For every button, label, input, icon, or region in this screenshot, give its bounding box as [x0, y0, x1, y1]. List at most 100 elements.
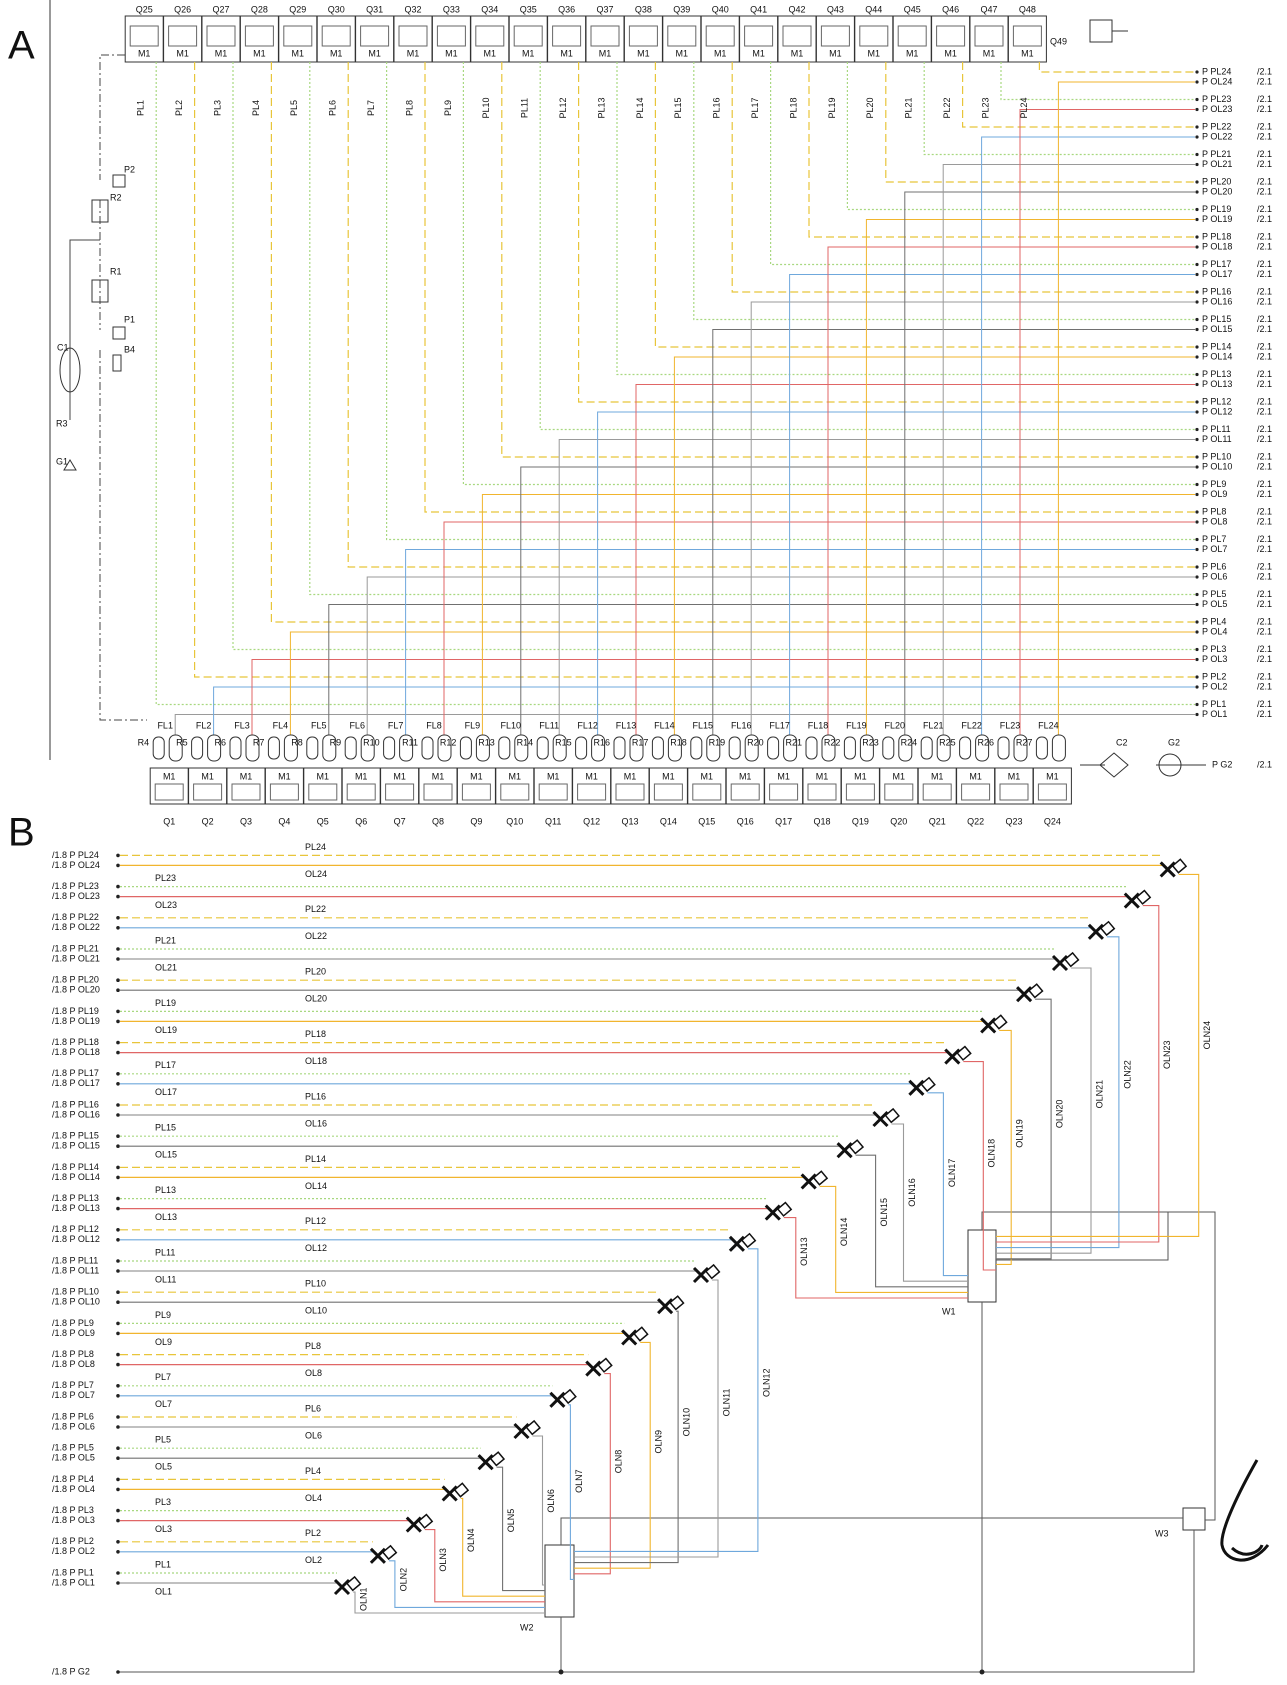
- ref-label: /2.1: [1257, 379, 1272, 389]
- bottom-valve-label: Q5: [317, 816, 329, 826]
- ol-line: [558, 439, 1195, 735]
- r-label: R17: [632, 737, 649, 747]
- top-valve-label: Q45: [904, 4, 921, 14]
- r-label: R20: [747, 737, 764, 747]
- right-label: P PL4: [1202, 616, 1226, 626]
- valve-body: [500, 783, 530, 801]
- pl-line: [386, 62, 1195, 541]
- terminal: [116, 884, 120, 889]
- line-label: OL3: [155, 1524, 172, 1534]
- terminal: [116, 1456, 120, 1460]
- fl-label: FL11: [539, 720, 559, 730]
- valve-tag: M1: [215, 48, 228, 58]
- terminal: [116, 1571, 120, 1575]
- valve-x: [549, 1391, 566, 1408]
- valve-x: [872, 1110, 889, 1128]
- terminal: [1195, 675, 1199, 679]
- pl-line: [770, 62, 1195, 266]
- line-label: PL14: [305, 1154, 326, 1164]
- terminal: [1195, 107, 1199, 112]
- valve-body: [360, 25, 390, 47]
- top-valve: [1007, 15, 1047, 63]
- cylinder: [706, 734, 721, 762]
- valve-block: [920, 1076, 936, 1093]
- right-label: P PL12: [1202, 396, 1231, 406]
- bottom-valve-label: Q10: [506, 816, 523, 826]
- ref-label: /2.1: [1257, 149, 1272, 159]
- left-label: /1.8 P PL17: [52, 1068, 99, 1078]
- ref-label: /2.1: [1257, 451, 1272, 461]
- valve-tag: M1: [868, 48, 881, 58]
- oln-label: OLN23: [1162, 1041, 1172, 1070]
- valve-body: [820, 25, 850, 47]
- cylinder: [1035, 736, 1048, 760]
- valve-body: [154, 783, 184, 801]
- cylinder: [383, 736, 396, 760]
- valve-tag: M1: [662, 771, 675, 781]
- line-label: OL12: [305, 1243, 327, 1253]
- valve-tag: M1: [484, 48, 497, 58]
- line-label: PL11: [155, 1247, 175, 1257]
- valve-tag: M1: [317, 771, 330, 781]
- ref-label: /2.1: [1257, 516, 1272, 526]
- cylinder: [245, 734, 260, 762]
- cylinder: [498, 736, 511, 760]
- ref-label: /2.1: [1257, 571, 1272, 581]
- valve-tag: M1: [893, 771, 906, 781]
- pl-label: PL14: [635, 97, 645, 118]
- pl-label: PL10: [481, 97, 491, 118]
- ref-label: /2.1: [1257, 214, 1272, 224]
- left-label: /1.8 P OL17: [52, 1078, 100, 1088]
- r-label: R5: [176, 737, 188, 747]
- terminal: [1195, 492, 1199, 497]
- valve-body: [974, 25, 1004, 47]
- valve-tag: M1: [777, 771, 790, 781]
- valve-body: [1012, 25, 1042, 47]
- valve-tag: M1: [983, 48, 996, 58]
- line-label: PL22: [305, 904, 326, 914]
- terminal: [116, 863, 120, 868]
- cylinder: [651, 736, 664, 760]
- valve-tag: M1: [560, 48, 573, 58]
- valve-tag: M1: [676, 48, 689, 58]
- pl-line: [232, 62, 1195, 651]
- cylinder: [997, 736, 1010, 760]
- valve-body: [936, 25, 966, 47]
- oln-line: [460, 1497, 545, 1597]
- terminal: [1195, 97, 1199, 102]
- terminal: [1195, 235, 1199, 239]
- valve-tag: M1: [791, 48, 804, 58]
- left-label: /1.8 P PL15: [52, 1131, 99, 1141]
- oln-label: OLN13: [799, 1237, 809, 1266]
- ol-line: [328, 604, 1195, 735]
- terminal: [1195, 482, 1199, 487]
- r-label: R26: [977, 737, 994, 747]
- line-label: OL6: [305, 1430, 322, 1440]
- terminal: [1195, 125, 1199, 129]
- left-label: /1.8 P OL8: [52, 1359, 95, 1369]
- component-label: R3: [56, 418, 68, 428]
- valve-block: [1171, 858, 1188, 874]
- oln-line: [963, 1061, 996, 1271]
- cylinder: [975, 734, 990, 762]
- r-label: R16: [593, 737, 610, 747]
- ol-line: [904, 191, 1195, 735]
- left-label: /1.8 P OL22: [52, 922, 100, 932]
- right-label: P PL9: [1202, 479, 1226, 489]
- valve-block: [668, 1295, 685, 1311]
- fl-label: FL16: [731, 720, 752, 730]
- oln-label: OLN15: [879, 1198, 889, 1227]
- ref-label: /2.1: [1257, 341, 1272, 351]
- ref-label: /2.1: [1257, 589, 1272, 599]
- oln-label: OLN14: [839, 1218, 849, 1247]
- line-label: OL10: [305, 1306, 327, 1316]
- terminal: [1195, 510, 1199, 514]
- terminal: [116, 1206, 120, 1211]
- valve-x: [657, 1298, 674, 1315]
- fl-label: FL3: [234, 720, 250, 730]
- cylinder: [267, 736, 280, 760]
- valve-tag: M1: [407, 48, 420, 58]
- ref-label: /2.1: [1257, 76, 1272, 86]
- ol-line: [789, 274, 1195, 735]
- top-valve-label: Q25: [136, 4, 153, 14]
